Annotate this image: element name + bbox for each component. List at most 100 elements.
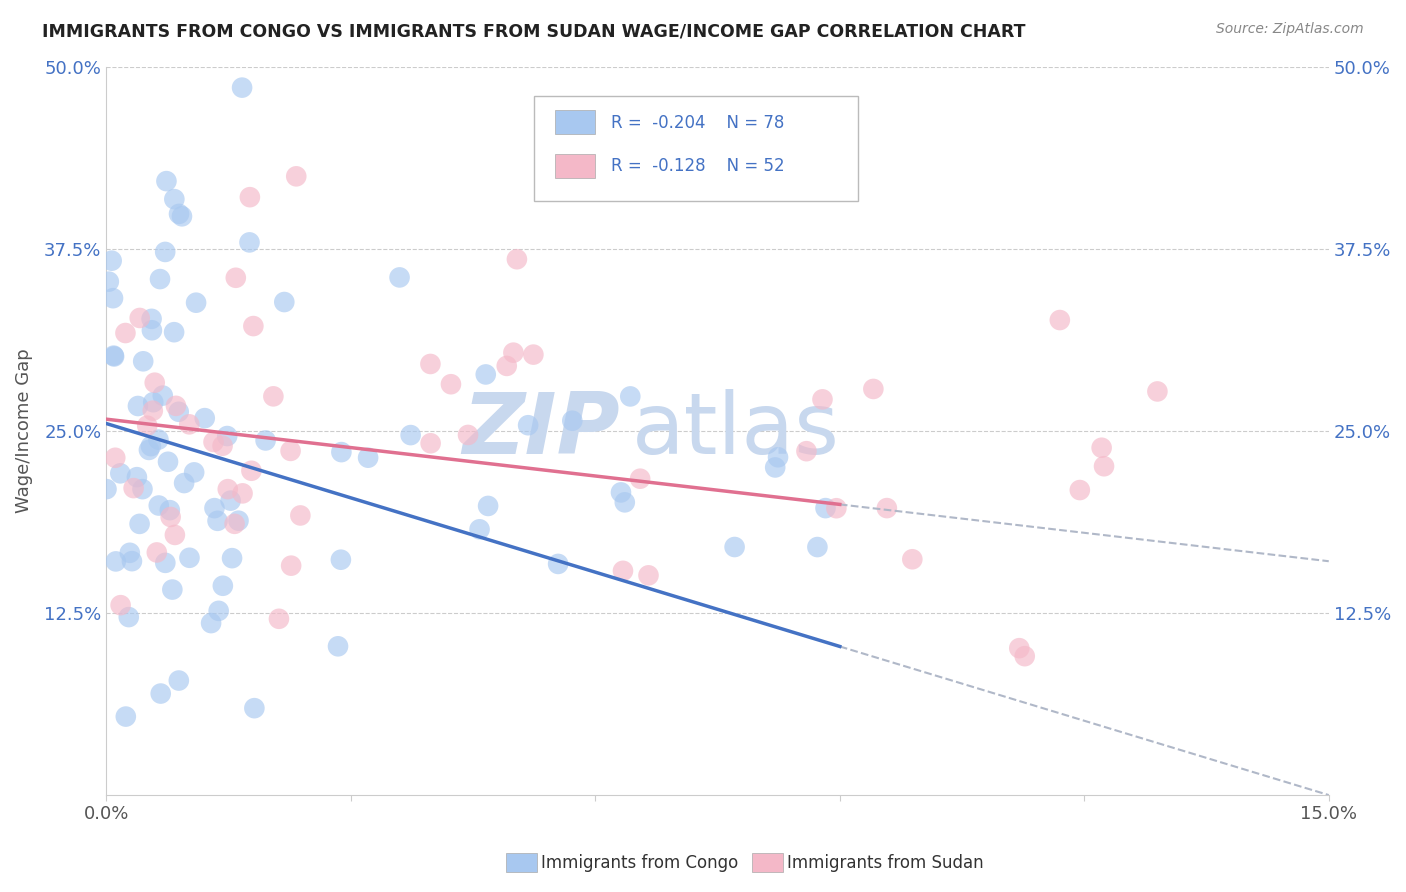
Point [419,357,441,371]
Point [862,382,884,396]
Point [136,418,159,433]
Point [232,486,254,500]
Point [159,510,181,524]
Point [285,169,308,184]
Text: atlas: atlas [631,389,839,473]
Point [101,291,124,305]
Point [547,557,569,571]
Point [239,190,262,204]
Point [118,610,141,624]
Point [103,350,125,364]
Text: Immigrants from Congo: Immigrants from Congo [541,854,738,871]
Point [125,470,148,484]
Point [208,604,231,618]
Point [100,253,122,268]
Point [468,522,491,536]
Point [143,376,166,390]
Point [628,472,651,486]
Point [173,476,195,491]
Text: Source: ZipAtlas.com: Source: ZipAtlas.com [1216,22,1364,37]
Point [330,445,353,459]
Point [163,325,186,339]
Point [183,466,205,480]
Point [280,558,302,573]
Point [184,295,207,310]
Point [766,450,789,465]
Point [122,481,145,495]
FancyBboxPatch shape [555,111,595,135]
Point [561,414,583,428]
Point [357,450,380,465]
Point [224,516,246,531]
Point [506,252,529,267]
Text: R =  -0.128    N = 52: R = -0.128 N = 52 [612,157,785,176]
Point [814,501,837,516]
Point [326,640,349,654]
Point [1008,641,1031,656]
Point [194,411,217,425]
Point [796,444,818,458]
Point [273,295,295,310]
Point [280,443,302,458]
Point [159,503,181,517]
Point [204,501,226,516]
Point [225,270,247,285]
Point [399,428,422,442]
Point [202,434,225,449]
Point [329,552,352,566]
Point [155,556,177,570]
Point [141,311,163,326]
Point [167,207,190,221]
Text: IMMIGRANTS FROM CONGO VS IMMIGRANTS FROM SUDAN WAGE/INCOME GAP CORRELATION CHART: IMMIGRANTS FROM CONGO VS IMMIGRANTS FROM… [42,22,1026,40]
Point [240,464,263,478]
Point [142,395,165,409]
Point [157,455,180,469]
Point [457,428,479,442]
Point [128,310,150,325]
Point [219,493,242,508]
Point [131,482,153,496]
Point [97,275,120,289]
Text: Immigrants from Sudan: Immigrants from Sudan [787,854,984,871]
Point [1014,649,1036,664]
Point [110,467,132,481]
Point [132,354,155,368]
Point [128,516,150,531]
Point [118,546,141,560]
Point [1069,483,1091,497]
Point [179,417,201,432]
Point [1049,313,1071,327]
Point [723,540,745,554]
Point [155,174,177,188]
Point [440,377,463,392]
Point [152,389,174,403]
Point [901,552,924,566]
Point [127,399,149,413]
Point [221,551,243,566]
Point [502,345,524,359]
Point [610,485,633,500]
Point [149,687,172,701]
Point [290,508,312,523]
Point [1091,441,1114,455]
Point [110,598,132,612]
Point [612,564,634,578]
FancyBboxPatch shape [534,95,858,202]
Point [474,368,496,382]
Point [254,434,277,448]
FancyBboxPatch shape [555,154,595,178]
Point [114,326,136,340]
Point [149,272,172,286]
Point [146,545,169,559]
Point [211,439,233,453]
Point [637,568,659,582]
Point [231,80,253,95]
Point [103,349,125,363]
Point [1146,384,1168,399]
Point [806,540,828,554]
Point [200,616,222,631]
Point [141,323,163,337]
Point [148,433,170,447]
Point [142,403,165,417]
Point [96,482,118,496]
